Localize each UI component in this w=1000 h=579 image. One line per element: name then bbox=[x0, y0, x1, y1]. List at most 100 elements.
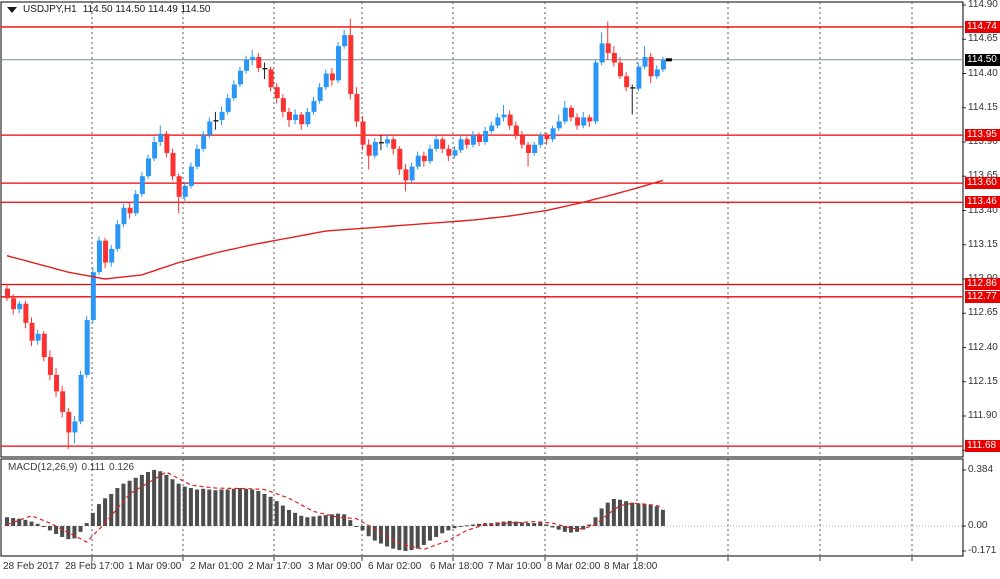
macd-histogram-bar bbox=[648, 504, 653, 526]
candle-body bbox=[366, 144, 372, 156]
macd-histogram-bar bbox=[237, 488, 242, 526]
macd-histogram-bar bbox=[568, 526, 573, 533]
macd-histogram-bar bbox=[464, 525, 469, 527]
candle-body bbox=[611, 52, 617, 63]
macd-histogram-bar bbox=[409, 526, 414, 551]
macd-histogram-bar bbox=[519, 522, 524, 526]
candle-body bbox=[397, 148, 403, 170]
macd-histogram-bar bbox=[152, 469, 157, 526]
macd-histogram-bar bbox=[311, 516, 316, 526]
candle-body bbox=[495, 117, 501, 126]
macd-histogram-bar bbox=[366, 526, 371, 537]
candle-body bbox=[225, 98, 231, 112]
candle-body bbox=[286, 111, 292, 121]
macd-histogram-bar bbox=[348, 520, 353, 526]
macd-histogram-bar bbox=[188, 488, 193, 526]
macd-main-value: 0.111 bbox=[81, 462, 106, 473]
macd-histogram-bar bbox=[182, 486, 187, 526]
macd-histogram-bar bbox=[538, 522, 543, 526]
macd-histogram-bar bbox=[158, 471, 163, 526]
macd-histogram-bar bbox=[274, 501, 279, 526]
candle-body bbox=[409, 166, 415, 181]
macd-histogram-bar bbox=[244, 488, 249, 526]
candle-body bbox=[195, 148, 201, 167]
macd-histogram-bar bbox=[526, 523, 531, 526]
candle-body bbox=[244, 59, 250, 71]
macd-histogram-bar bbox=[618, 499, 622, 526]
candle-body bbox=[164, 133, 170, 153]
candle-body bbox=[550, 128, 556, 140]
candle-body bbox=[188, 166, 194, 186]
macd-histogram-bar bbox=[427, 526, 432, 541]
macd-histogram-bar bbox=[434, 526, 439, 537]
candle-body bbox=[575, 117, 581, 126]
candle-body bbox=[385, 139, 391, 144]
candle-body bbox=[170, 152, 176, 177]
candle-body bbox=[630, 87, 636, 89]
candle-body bbox=[103, 240, 109, 263]
macd-histogram-bar bbox=[256, 490, 261, 526]
candle-body bbox=[599, 43, 605, 63]
macd-histogram-bar bbox=[562, 526, 567, 532]
macd-name: MACD(12,26,9) bbox=[8, 462, 78, 473]
candle-body bbox=[11, 298, 17, 310]
macd-histogram-bar bbox=[250, 489, 255, 526]
candle-body bbox=[41, 333, 47, 358]
macd-histogram-bar bbox=[286, 509, 291, 526]
macd-histogram-bar bbox=[354, 526, 359, 527]
macd-histogram-bar bbox=[11, 517, 16, 526]
macd-histogram-bar bbox=[115, 488, 120, 526]
candle-body bbox=[66, 411, 72, 433]
candle-body bbox=[464, 139, 470, 145]
candle-body bbox=[329, 73, 335, 81]
candle-body bbox=[96, 240, 102, 273]
candle-body bbox=[213, 120, 219, 122]
macd-histogram-bar bbox=[207, 489, 212, 526]
macd-histogram-bar bbox=[544, 524, 549, 526]
moving-average-line[interactable] bbox=[6, 179, 664, 280]
macd-histogram-bar bbox=[41, 526, 46, 527]
macd-histogram-bar bbox=[470, 524, 475, 526]
macd-indicator-label: MACD(12,26,9) 0.111 0.126 bbox=[8, 462, 138, 473]
candle-body bbox=[78, 374, 84, 422]
macd-histogram-bar bbox=[630, 502, 635, 526]
candle-body bbox=[593, 62, 599, 122]
candle-body bbox=[145, 158, 151, 177]
candle-body bbox=[519, 135, 525, 145]
candle-body bbox=[280, 98, 286, 112]
candle-body bbox=[311, 100, 317, 112]
macd-histogram-bar bbox=[176, 483, 181, 526]
candle-body bbox=[458, 139, 464, 151]
macd-histogram-bar bbox=[636, 503, 641, 526]
macd-histogram-bar bbox=[556, 526, 561, 530]
candle-body bbox=[648, 57, 654, 77]
candle-body bbox=[391, 139, 397, 149]
macd-histogram-bar bbox=[581, 526, 586, 530]
candle-body bbox=[17, 303, 23, 310]
macd-histogram-bar bbox=[84, 523, 89, 526]
macd-histogram-bar bbox=[72, 526, 77, 539]
macd-histogram-bar bbox=[35, 523, 40, 526]
candle-body bbox=[90, 272, 96, 321]
candle-body bbox=[372, 142, 378, 156]
symbol-dropdown-icon[interactable] bbox=[7, 6, 17, 13]
macd-histogram-bar bbox=[532, 523, 537, 526]
candle-body bbox=[526, 144, 532, 153]
candle-body bbox=[115, 224, 121, 249]
macd-signal-value: 0.126 bbox=[109, 462, 135, 473]
candle-body bbox=[207, 121, 213, 136]
symbol-title-bar: USDJPY,H1 114.50 114.50 114.49 114.50 bbox=[7, 4, 210, 15]
macd-histogram-bar bbox=[403, 526, 408, 551]
candle-body bbox=[624, 76, 630, 88]
candle-body bbox=[501, 114, 507, 118]
macd-histogram-bar bbox=[550, 526, 555, 528]
candle-body bbox=[513, 125, 519, 136]
macd-histogram-bar bbox=[280, 505, 285, 526]
macd-histogram-bar bbox=[96, 504, 101, 526]
macd-histogram-bar bbox=[299, 515, 304, 526]
macd-histogram-bar bbox=[213, 490, 218, 526]
candle-body bbox=[477, 135, 483, 142]
candle-body bbox=[581, 117, 587, 126]
